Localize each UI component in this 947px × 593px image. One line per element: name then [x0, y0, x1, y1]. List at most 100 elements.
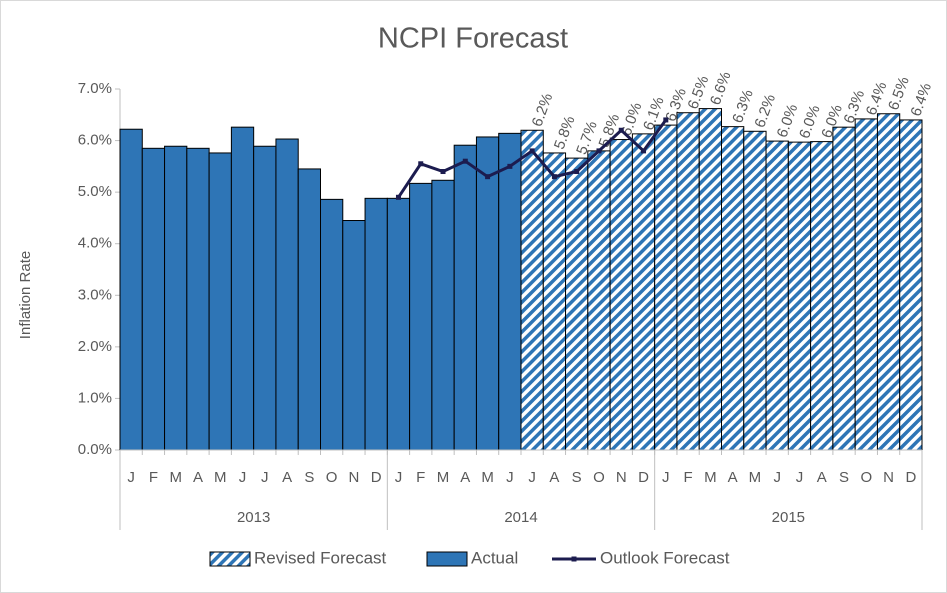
- bar: [275, 138, 299, 451]
- x-tick-label: J: [528, 469, 536, 486]
- y-tick-label: 5.0%: [78, 183, 112, 200]
- bar: [542, 152, 567, 451]
- x-tick-label: A: [728, 469, 738, 486]
- x-tick-label: A: [549, 469, 559, 486]
- bar: [721, 126, 745, 451]
- bar: [587, 150, 611, 451]
- x-tick-label: M: [169, 469, 182, 486]
- y-tick-label: 6.0%: [78, 132, 112, 149]
- y-tick-label: 4.0%: [78, 235, 112, 252]
- line-marker: [462, 158, 468, 164]
- x-tick-label: J: [395, 469, 403, 486]
- x-tick-label: A: [193, 469, 203, 486]
- line-marker: [418, 161, 424, 167]
- x-tick-label: J: [796, 469, 804, 486]
- legend-swatch: [426, 551, 468, 567]
- bar: [475, 136, 500, 451]
- x-tick-label: D: [638, 469, 649, 486]
- x-tick-label: D: [371, 469, 382, 486]
- bar: [899, 119, 923, 451]
- x-tick-label: N: [616, 469, 627, 486]
- bar: [565, 157, 589, 451]
- line-marker: [641, 148, 647, 154]
- group-label: 2014: [504, 509, 537, 526]
- x-tick-label: F: [149, 469, 158, 486]
- x-tick-label: M: [214, 469, 227, 486]
- x-tick-label: F: [683, 469, 692, 486]
- legend-swatch: [209, 551, 251, 567]
- x-tick-label: S: [839, 469, 849, 486]
- x-tick-label: O: [593, 469, 605, 486]
- x-tick-label: A: [460, 469, 470, 486]
- line-marker: [529, 148, 535, 154]
- group-label: 2013: [237, 509, 270, 526]
- bar: [208, 152, 232, 451]
- x-tick-label: F: [416, 469, 425, 486]
- group-label: 2015: [772, 509, 805, 526]
- bar: [386, 197, 411, 451]
- bar: [186, 147, 210, 451]
- bar: [787, 141, 812, 451]
- bar: [765, 140, 789, 451]
- x-tick-label: A: [817, 469, 827, 486]
- bar: [743, 130, 767, 451]
- x-tick-label: J: [261, 469, 269, 486]
- line-marker: [395, 194, 401, 200]
- bar: [253, 145, 277, 451]
- x-tick-label: J: [239, 469, 247, 486]
- bar: [431, 179, 455, 451]
- line-marker: [485, 174, 491, 180]
- line-marker: [507, 163, 513, 169]
- x-tick-label: M: [437, 469, 450, 486]
- x-tick-label: A: [282, 469, 292, 486]
- legend-label: Outlook Forecast: [600, 548, 730, 567]
- x-tick-label: S: [304, 469, 314, 486]
- bar: [631, 133, 656, 451]
- bar: [676, 112, 700, 451]
- bar: [342, 220, 366, 451]
- y-tick-label: 0.0%: [78, 441, 112, 458]
- bar: [498, 132, 522, 451]
- bar: [810, 141, 834, 451]
- line-marker: [440, 169, 446, 175]
- bar: [409, 182, 433, 451]
- bar: [297, 168, 322, 451]
- bar: [141, 147, 166, 451]
- line-marker: [596, 148, 602, 154]
- line-marker: [574, 169, 580, 175]
- bar: [698, 108, 723, 451]
- x-tick-label: J: [506, 469, 514, 486]
- x-tick-label: D: [905, 469, 916, 486]
- chart-title: NCPI Forecast: [378, 23, 568, 55]
- line-marker: [551, 174, 557, 180]
- y-tick-label: 2.0%: [78, 338, 112, 355]
- bar: [876, 113, 901, 451]
- y-tick-label: 7.0%: [78, 80, 112, 97]
- bar: [364, 197, 388, 451]
- legend-label: Actual: [471, 548, 518, 567]
- x-tick-label: O: [326, 469, 338, 486]
- x-tick-label: N: [348, 469, 359, 486]
- legend-swatch: [571, 556, 577, 562]
- bar: [654, 124, 678, 451]
- x-tick-label: J: [773, 469, 781, 486]
- line-marker: [663, 117, 669, 123]
- x-tick-label: J: [127, 469, 135, 486]
- x-tick-label: S: [572, 469, 582, 486]
- x-tick-label: M: [481, 469, 494, 486]
- y-tick-label: 3.0%: [78, 286, 112, 303]
- bar: [453, 144, 477, 451]
- bar: [609, 139, 633, 451]
- bar: [164, 145, 188, 451]
- x-tick-label: J: [662, 469, 670, 486]
- bar: [230, 126, 255, 451]
- x-tick-label: M: [749, 469, 762, 486]
- y-tick-label: 1.0%: [78, 389, 112, 406]
- bar: [832, 126, 856, 451]
- bar: [320, 198, 344, 451]
- x-tick-label: O: [860, 469, 872, 486]
- bar: [854, 118, 878, 451]
- legend-label: Revised Forecast: [254, 548, 387, 567]
- line-marker: [618, 127, 624, 133]
